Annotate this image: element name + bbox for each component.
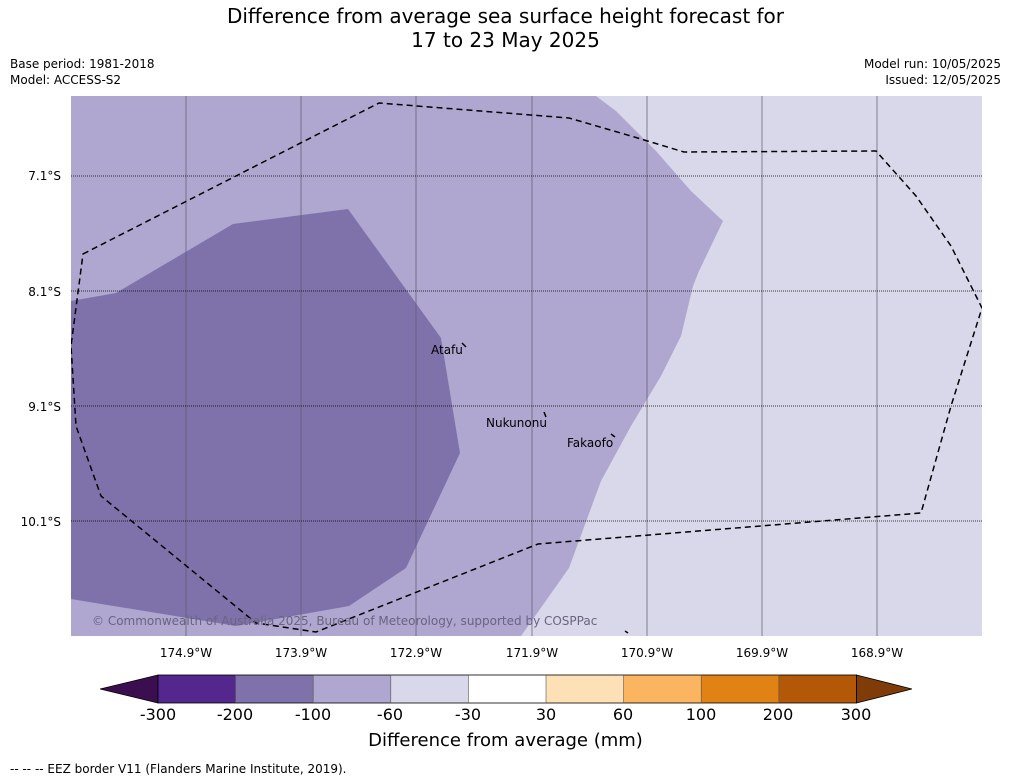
colorbar-tick-label: 100 [685, 705, 717, 724]
colorbar-tick-label: 200 [762, 705, 794, 724]
town-label-nukunonu: Nukunonu [486, 416, 547, 430]
colorbar-extend-high [856, 674, 912, 704]
sea-height-map [71, 96, 982, 636]
colorbar-swatch-8 [701, 675, 779, 703]
colorbar-swatch-6 [546, 675, 624, 703]
colorbar-tick-label: 60 [612, 705, 634, 724]
copyright-notice: © Commonwealth of Australia 2025, Bureau… [92, 614, 598, 628]
colorbar-tick-label: 30 [535, 705, 557, 724]
colorbar-dividers [235, 675, 780, 703]
colorbar-swatch-3 [313, 675, 391, 703]
lon-label-173.9: 173.9°W [274, 646, 328, 660]
lon-label-170.9: 170.9°W [620, 646, 674, 660]
swains-island [624, 630, 629, 634]
lon-label-169.9: 169.9°W [735, 646, 789, 660]
eez-border [71, 102, 982, 633]
meta-left: Base period: 1981-2018 Model: ACCESS-S2 [10, 56, 155, 88]
lon-label-171.9: 171.9°W [505, 646, 559, 660]
colorbar-swatch-2 [235, 675, 314, 703]
base-period: Base period: 1981-2018 [10, 57, 155, 71]
meta-right: Model run: 10/05/2025 Issued: 12/05/2025 [864, 56, 1001, 88]
lat-label-10.1: 10.1°S [20, 515, 61, 529]
lon-label-172.9: 172.9°W [389, 646, 443, 660]
colorbar-swatch-4 [390, 675, 469, 703]
colorbar-frame [157, 674, 857, 704]
colorbar-title: Difference from average (mm) [368, 730, 643, 751]
anomaly-band-200mm [71, 209, 460, 626]
longitude-gridlines [185, 96, 878, 636]
nukunonu-island [543, 411, 547, 418]
colorbar-tick-label: -200 [216, 705, 254, 724]
fakaofo-island [610, 433, 616, 438]
model-name: Model: ACCESS-S2 [10, 73, 122, 87]
lon-label-174.9: 174.9°W [159, 646, 213, 660]
colorbar-tick-label: -100 [294, 705, 332, 724]
colorbar-tick-label: -30 [454, 705, 482, 724]
colorbar-swatch-9 [778, 675, 857, 703]
colorbar-swatch-5 [468, 675, 546, 703]
lon-label-168.9: 168.9°W [850, 646, 904, 660]
colorbar-swatch-1 [158, 675, 236, 703]
eez-legend-footer: -- -- -- EEZ border V11 (Flanders Marine… [10, 762, 347, 776]
colorbar-tick-label: 300 [840, 705, 872, 724]
atafu-island [461, 342, 467, 348]
town-label-atafu: Atafu [431, 343, 463, 357]
colorbar-tick-label: -300 [139, 705, 177, 724]
town-label-fakaofo: Fakaofo [567, 436, 614, 450]
colorbar [100, 674, 912, 704]
lat-label-7.1: 7.1°S [28, 169, 61, 183]
lat-label-8.1: 8.1°S [28, 285, 61, 299]
model-run: Model run: 10/05/2025 [863, 57, 1001, 71]
title-line-2: 17 to 23 May 2025 [411, 28, 600, 52]
title-line-1: Difference from average sea surface heig… [226, 4, 785, 28]
chart-title: Difference from average sea surface heig… [0, 4, 1011, 52]
issued-date: Issued: 12/05/2025 [885, 73, 1001, 87]
colorbar-extend-low [100, 674, 159, 704]
lat-label-9.1: 9.1°S [28, 400, 61, 414]
colorbar-swatch-7 [623, 675, 702, 703]
colorbar-tick-label: -60 [376, 705, 404, 724]
